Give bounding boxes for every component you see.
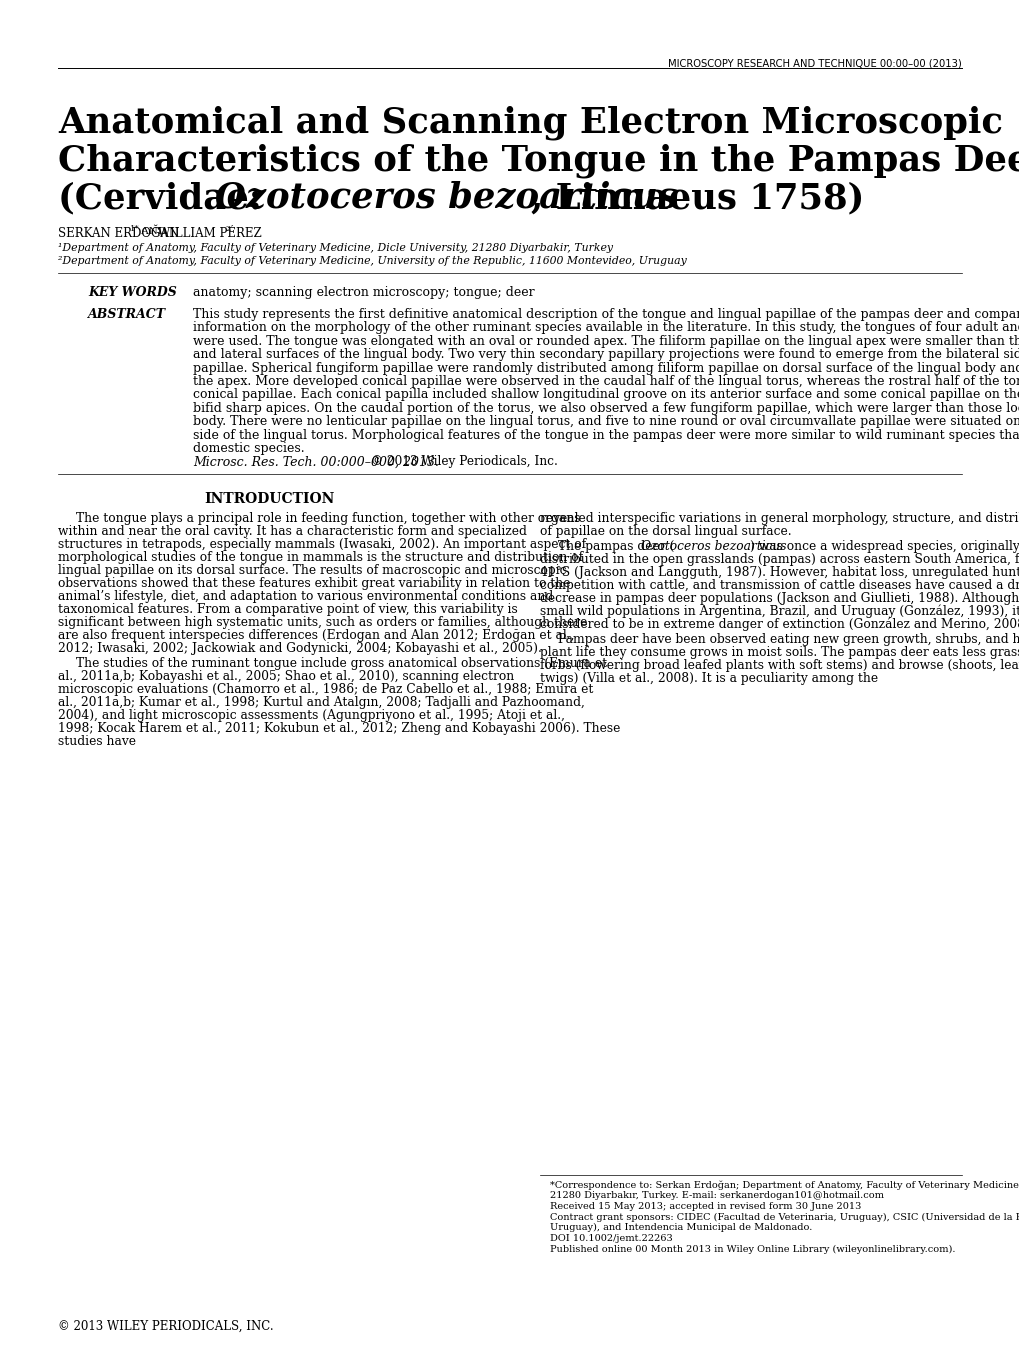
Text: Microsc. Res. Tech. 00:000–000, 2013.: Microsc. Res. Tech. 00:000–000, 2013. bbox=[193, 456, 438, 468]
Text: within and near the oral cavity. It has a characteristic form and specialized: within and near the oral cavity. It has … bbox=[58, 525, 527, 538]
Text: lingual papillae on its dorsal surface. The results of macroscopic and microscop: lingual papillae on its dorsal surface. … bbox=[58, 564, 566, 577]
Text: information on the morphology of the other ruminant species available in the lit: information on the morphology of the oth… bbox=[193, 321, 1019, 335]
Text: are also frequent interspecies differences (Erdogan and Alan 2012; Erdoğan et al: are also frequent interspecies differenc… bbox=[58, 629, 574, 642]
Text: revealed interspecific variations in general morphology, structure, and distribu: revealed interspecific variations in gen… bbox=[539, 511, 1019, 525]
Text: taxonomical features. From a comparative point of view, this variability is: taxonomical features. From a comparative… bbox=[58, 603, 518, 615]
Text: WILLIAM PÉREZ: WILLIAM PÉREZ bbox=[158, 227, 262, 240]
Text: distributed in the open grasslands (pampas) across eastern South America, from 5: distributed in the open grasslands (pamp… bbox=[539, 553, 1019, 565]
Text: This study represents the first definitive anatomical description of the tongue : This study represents the first definiti… bbox=[193, 308, 1019, 321]
Text: studies have: studies have bbox=[58, 735, 136, 747]
Text: The pampas deer (: The pampas deer ( bbox=[557, 540, 674, 553]
Text: competition with cattle, and transmission of cattle diseases have caused a drast: competition with cattle, and transmissio… bbox=[539, 579, 1019, 592]
Text: 2012; Iwasaki, 2002; Jackowiak and Godynicki, 2004; Kobayashi et al., 2005).: 2012; Iwasaki, 2002; Jackowiak and Godyn… bbox=[58, 642, 541, 654]
Text: Anatomical and Scanning Electron Microscopic: Anatomical and Scanning Electron Microsc… bbox=[58, 105, 1002, 139]
Text: and lateral surfaces of the lingual body. Two very thin secondary papillary proj: and lateral surfaces of the lingual body… bbox=[193, 348, 1019, 362]
Text: twigs) (Villa et al., 2008). It is a peculiarity among the: twigs) (Villa et al., 2008). It is a pec… bbox=[539, 672, 877, 685]
Text: observations showed that these features exhibit great variability in relation to: observations showed that these features … bbox=[58, 577, 570, 590]
Text: Published online 00 Month 2013 in Wiley Online Library (wileyonlinelibrary.com).: Published online 00 Month 2013 in Wiley … bbox=[549, 1245, 955, 1255]
Text: plant life they consume grows in moist soils. The pampas deer eats less grass an: plant life they consume grows in moist s… bbox=[539, 646, 1019, 658]
Text: Uruguay), and Intendencia Municipal de Maldonado.: Uruguay), and Intendencia Municipal de M… bbox=[549, 1224, 811, 1232]
Text: ²Department of Anatomy, Faculty of Veterinary Medicine, University of the Republ: ²Department of Anatomy, Faculty of Veter… bbox=[58, 256, 686, 266]
Text: 1998; Kocak Harem et al., 2011; Kokubun et al., 2012; Zheng and Kobayashi 2006).: 1998; Kocak Harem et al., 2011; Kokubun … bbox=[58, 722, 620, 735]
Text: domestic species.: domestic species. bbox=[193, 442, 305, 455]
Text: ¹Department of Anatomy, Faculty of Veterinary Medicine, Dicle University, 21280 : ¹Department of Anatomy, Faculty of Veter… bbox=[58, 243, 612, 254]
Text: anatomy; scanning electron microscopy; tongue; deer: anatomy; scanning electron microscopy; t… bbox=[193, 286, 534, 299]
Text: MICROSCOPY RESEARCH AND TECHNIQUE 00:00–00 (2013): MICROSCOPY RESEARCH AND TECHNIQUE 00:00–… bbox=[667, 58, 961, 67]
Text: 1*: 1* bbox=[130, 225, 140, 233]
Text: , Linnaeus 1758): , Linnaeus 1758) bbox=[531, 181, 864, 214]
Text: the apex. More developed conical papillae were observed in the caudal half of th: the apex. More developed conical papilla… bbox=[193, 375, 1019, 389]
Text: morphological studies of the tongue in mammals is the structure and distribution: morphological studies of the tongue in m… bbox=[58, 550, 583, 564]
Text: AND: AND bbox=[139, 227, 169, 236]
Text: bifid sharp apices. On the caudal portion of the torus, we also observed a few f: bifid sharp apices. On the caudal portio… bbox=[193, 402, 1019, 414]
Text: Received 15 May 2013; accepted in revised form 30 June 2013: Received 15 May 2013; accepted in revise… bbox=[549, 1202, 860, 1211]
Text: 2004), and light microscopic assessments (Agungpriyono et al., 1995; Atoji et al: 2004), and light microscopic assessments… bbox=[58, 708, 565, 722]
Text: small wild populations in Argentina, Brazil, and Uruguay (González, 1993), it is: small wild populations in Argentina, Bra… bbox=[539, 604, 1019, 618]
Text: forbs (flowering broad leafed plants with soft stems) and browse (shoots, leaves: forbs (flowering broad leafed plants wit… bbox=[539, 658, 1019, 672]
Text: (Cervidae:: (Cervidae: bbox=[58, 181, 274, 214]
Text: conical papillae. Each conical papilla included shallow longitudinal groove on i: conical papillae. Each conical papilla i… bbox=[193, 389, 1019, 402]
Text: considered to be in extreme danger of extinction (González and Merino, 2008).: considered to be in extreme danger of ex… bbox=[539, 618, 1019, 631]
Text: al., 2011a,b; Kobayashi et al., 2005; Shao et al., 2010), scanning electron: al., 2011a,b; Kobayashi et al., 2005; Sh… bbox=[58, 670, 514, 683]
Text: The studies of the ruminant tongue include gross anatomical observations (Emura : The studies of the ruminant tongue inclu… bbox=[76, 657, 606, 670]
Text: papillae. Spherical fungiform papillae were randomly distributed among filiform : papillae. Spherical fungiform papillae w… bbox=[193, 362, 1019, 375]
Text: body. There were no lenticular papillae on the lingual torus, and five to nine r: body. There were no lenticular papillae … bbox=[193, 415, 1019, 428]
Text: Pampas deer have been observed eating new green growth, shrubs, and herbs. Most : Pampas deer have been observed eating ne… bbox=[557, 633, 1019, 646]
Text: ABSTRACT: ABSTRACT bbox=[88, 308, 166, 321]
Text: 21280 Diyarbakır, Turkey. E-mail: serkanerdogan101@hotmail.com: 21280 Diyarbakır, Turkey. E-mail: serkan… bbox=[549, 1191, 883, 1201]
Text: The tongue plays a principal role in feeding function, together with other organ: The tongue plays a principal role in fee… bbox=[76, 511, 580, 525]
Text: microscopic evaluations (Chamorro et al., 1986; de Paz Cabello et al., 1988; Emu: microscopic evaluations (Chamorro et al.… bbox=[58, 683, 593, 696]
Text: INTRODUCTION: INTRODUCTION bbox=[204, 492, 334, 506]
Text: © 2013 Wiley Periodicals, Inc.: © 2013 Wiley Periodicals, Inc. bbox=[371, 456, 557, 468]
Text: al., 2011a,b; Kumar et al., 1998; Kurtul and Atalgın, 2008; Tadjalli and Pazhoom: al., 2011a,b; Kumar et al., 1998; Kurtul… bbox=[58, 696, 584, 708]
Text: © 2013 WILEY PERIODICALS, INC.: © 2013 WILEY PERIODICALS, INC. bbox=[58, 1321, 273, 1333]
Text: *Correspondence to: Serkan Erdoğan; Department of Anatomy, Faculty of Veterinary: *Correspondence to: Serkan Erdoğan; Depa… bbox=[549, 1180, 1019, 1191]
Text: Contract grant sponsors: CIDEC (Facultad de Veterinaria, Uruguay), CSIC (Univers: Contract grant sponsors: CIDEC (Facultad… bbox=[549, 1213, 1019, 1222]
Text: 41°S (Jackson and Langguth, 1987). However, habitat loss, unregulated hunting,: 41°S (Jackson and Langguth, 1987). Howev… bbox=[539, 565, 1019, 579]
Text: structures in tetrapods, especially mammals (Iwasaki, 2002). An important aspect: structures in tetrapods, especially mamm… bbox=[58, 538, 586, 550]
Text: side of the lingual torus. Morphological features of the tongue in the pampas de: side of the lingual torus. Morphological… bbox=[193, 429, 1019, 441]
Text: 2: 2 bbox=[225, 225, 230, 233]
Text: were used. The tongue was elongated with an oval or rounded apex. The filiform p: were used. The tongue was elongated with… bbox=[193, 335, 1019, 348]
Text: DOI 10.1002/jemt.22263: DOI 10.1002/jemt.22263 bbox=[549, 1234, 673, 1242]
Text: decrease in pampas deer populations (Jackson and Giullieti, 1988). Although ther: decrease in pampas deer populations (Jac… bbox=[539, 592, 1019, 604]
Text: ) was once a widespread species, originally: ) was once a widespread species, origina… bbox=[750, 540, 1019, 553]
Text: Ozotoceros bezoarticus: Ozotoceros bezoarticus bbox=[214, 181, 677, 214]
Text: animal’s lifestyle, diet, and adaptation to various environmental conditions and: animal’s lifestyle, diet, and adaptation… bbox=[58, 590, 552, 603]
Text: Ozotoceros bezoarticus: Ozotoceros bezoarticus bbox=[640, 540, 786, 553]
Text: significant between high systematic units, such as orders or families, although : significant between high systematic unit… bbox=[58, 615, 587, 629]
Text: KEY WORDS: KEY WORDS bbox=[88, 286, 176, 299]
Text: of papillae on the dorsal lingual surface.: of papillae on the dorsal lingual surfac… bbox=[539, 525, 791, 538]
Text: SERKAN ERDOĞAN: SERKAN ERDOĞAN bbox=[58, 227, 179, 240]
Text: Characteristics of the Tongue in the Pampas Deer: Characteristics of the Tongue in the Pam… bbox=[58, 143, 1019, 178]
